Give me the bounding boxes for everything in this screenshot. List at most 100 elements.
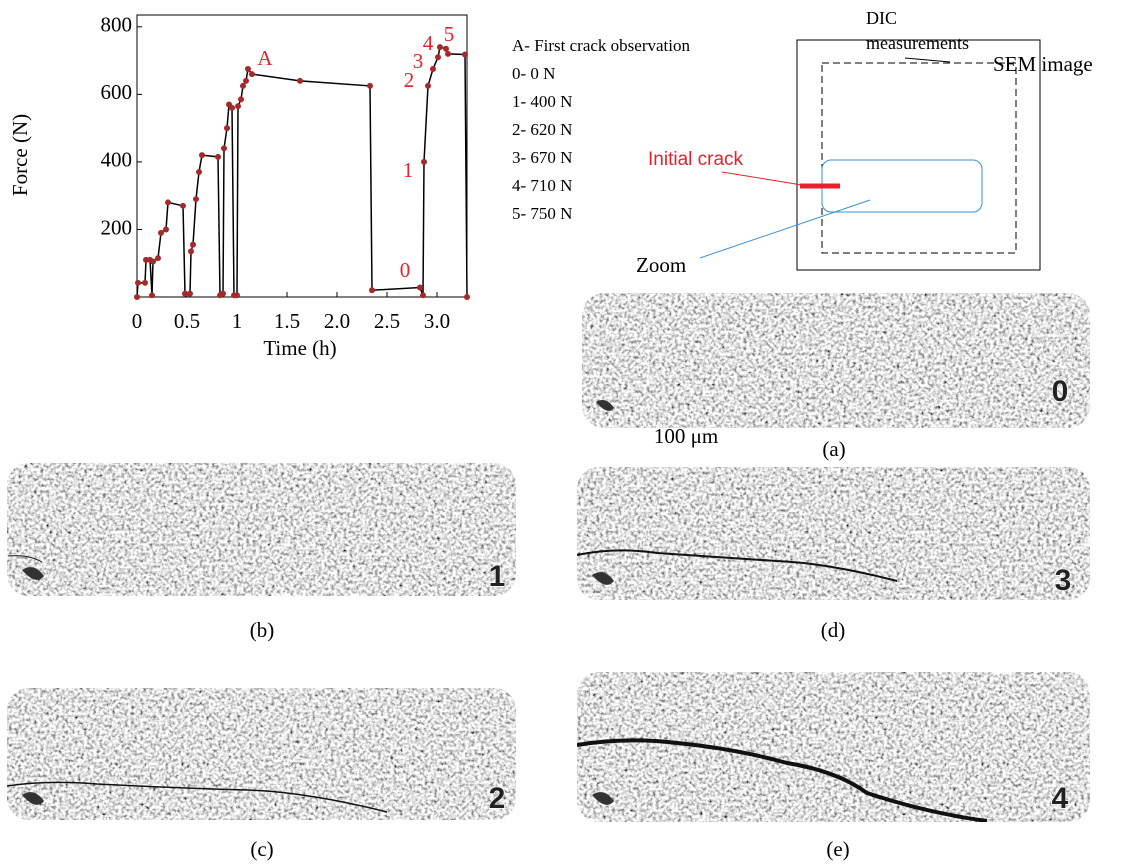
data-point	[234, 292, 240, 299]
data-point	[158, 229, 164, 236]
data-point	[417, 284, 423, 291]
data-point	[229, 104, 235, 111]
data-point	[462, 51, 468, 58]
sem-panel	[577, 672, 1090, 822]
panel-label: 4	[1052, 782, 1069, 815]
data-point	[430, 66, 436, 73]
data-point	[182, 290, 188, 297]
dic-label: DIC measurements	[866, 8, 969, 54]
data-point	[180, 202, 186, 209]
data-point	[421, 158, 427, 165]
panel-caption: (b)	[250, 618, 275, 642]
legend-note: 5- 750 N	[512, 204, 572, 223]
sem-panel	[582, 293, 1090, 428]
x-tick-label: 2.5	[374, 309, 400, 333]
data-point	[437, 44, 443, 51]
pointer	[904, 57, 951, 63]
y-tick-label: 600	[101, 80, 133, 104]
data-point	[165, 199, 171, 206]
pointer	[721, 171, 809, 187]
data-point	[190, 241, 196, 248]
annotation: 3	[413, 49, 424, 73]
pointer	[699, 199, 871, 259]
plot-frame	[136, 14, 468, 298]
data-point	[297, 77, 303, 84]
x-tick-label: 3.0	[424, 309, 450, 333]
data-point	[134, 294, 140, 300]
data-point	[188, 248, 194, 255]
legend-note: 2- 620 N	[512, 120, 572, 139]
sem-frame	[796, 39, 1041, 271]
panel-label: 0	[1052, 375, 1069, 408]
annotation: 5	[444, 22, 455, 46]
data-point	[425, 82, 431, 89]
data-point	[367, 82, 373, 89]
legend-note: 1- 400 N	[512, 92, 572, 111]
panel-caption: (c)	[250, 837, 273, 861]
panel-label: 3	[1055, 564, 1072, 597]
data-point	[249, 71, 255, 78]
data-point	[240, 82, 246, 89]
panel-label: 2	[489, 782, 506, 815]
zoom-label: Zoom	[636, 253, 686, 277]
panel-caption: (d)	[821, 618, 846, 642]
sem-panel	[7, 463, 516, 596]
crack-label: Initial crack	[648, 149, 744, 170]
data-point	[196, 169, 202, 176]
y-tick-label: 800	[101, 13, 133, 37]
annotation: A	[257, 46, 273, 70]
data-point	[187, 290, 193, 297]
legend-note: 3- 670 N	[512, 148, 572, 167]
panel-label: 1	[489, 560, 506, 593]
panel-caption: (e)	[826, 837, 849, 861]
data-point	[150, 258, 156, 265]
scale-bar	[604, 428, 808, 440]
legend-note: A- First crack observation	[512, 36, 690, 55]
data-point	[245, 66, 251, 73]
data-point	[149, 292, 155, 299]
legend-note: 4- 710 N	[512, 176, 572, 195]
data-point	[163, 226, 169, 233]
data-point	[243, 77, 249, 84]
data-point	[420, 292, 426, 299]
y-tick-label: 200	[101, 215, 133, 239]
x-tick-label: 2.0	[324, 309, 350, 333]
zoom-box	[821, 159, 983, 213]
data-point	[142, 279, 148, 286]
x-tick-label: 1.5	[274, 309, 300, 333]
data-point	[445, 50, 451, 57]
x-axis-label: Time (h)	[263, 336, 336, 360]
data-point	[199, 152, 205, 159]
annotation: 4	[423, 31, 434, 55]
data-point	[193, 196, 199, 203]
data-point	[220, 290, 226, 297]
data-point	[135, 279, 141, 286]
x-tick-label: 0	[132, 309, 143, 333]
panel-caption: (a)	[822, 437, 845, 461]
data-point	[215, 153, 221, 160]
annotation: 0	[400, 258, 411, 282]
sem-panel	[7, 688, 516, 820]
scale-bar-label: 100 μm	[654, 424, 718, 448]
data-point	[369, 287, 375, 294]
force-curve	[136, 46, 468, 298]
dic-frame	[821, 62, 1017, 254]
data-point	[464, 294, 470, 300]
sem-label: SEM image	[993, 52, 1093, 76]
data-point	[221, 145, 227, 152]
y-axis-label: Force (N)	[8, 114, 32, 196]
sem-panel	[577, 467, 1090, 600]
data-point	[235, 103, 241, 110]
annotation: 1	[403, 158, 414, 182]
data-point	[224, 125, 230, 132]
annotation: 2	[404, 68, 415, 92]
data-point	[155, 255, 161, 262]
data-point	[435, 54, 441, 61]
data-point	[443, 45, 449, 52]
x-tick-label: 1	[232, 309, 243, 333]
legend-note: 0- 0 N	[512, 64, 555, 83]
x-tick-label: 0.5	[174, 309, 200, 333]
y-tick-label: 400	[101, 148, 133, 172]
